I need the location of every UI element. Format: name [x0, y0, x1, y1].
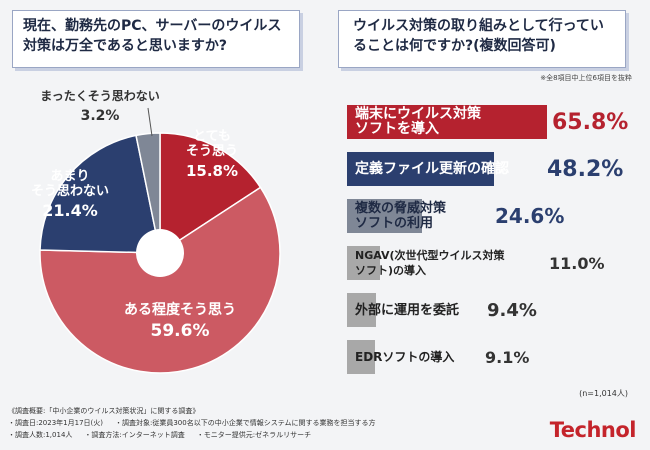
bar-value-label: 65.8%	[552, 109, 629, 135]
bar-chart-note: ※全8項目中上位6項目を抜粋	[540, 74, 632, 82]
bar-question-title: ウイルス対策の取り組みとして行っていることは何ですか?(複数回答可)	[338, 10, 626, 68]
pie-value-very-much: 15.8%	[186, 162, 238, 180]
bar-category-label: 定義ファイル更新の確認	[355, 160, 509, 177]
bar-value-label: 9.4%	[487, 299, 537, 321]
survey-date: ・調査日:2023年1月17日(火)	[8, 419, 103, 427]
bar-value-label: 9.1%	[485, 347, 530, 367]
bar-value-label: 11.0%	[549, 253, 605, 273]
bar-row: NGAV(次世代型ウイルス対策 ソフト)の導入 11.0%	[347, 246, 627, 280]
bar-value-label: 24.6%	[495, 204, 565, 228]
survey-monitor: ・モニター提供元:ゼネラルリサーチ	[196, 431, 312, 439]
bar-category-label: 外部に運用を委託	[355, 302, 460, 318]
bar-row: EDRソフトの導入 9.1%	[347, 340, 627, 374]
pie-label-not-much-0: あまり	[50, 169, 89, 184]
bar-value-label: 48.2%	[547, 156, 624, 182]
technol-logo: Technol	[549, 418, 637, 442]
survey-target: ・調査対象:従業員300名以下の中小企業で情報システムに関する業務を担当する方	[115, 419, 376, 427]
bar-category-label: 端末にウイルス対策 ソフトを導入	[355, 106, 481, 137]
bar	[347, 293, 376, 327]
survey-overview: 《調査概要:「中小企業のウイルス対策状況」に関する調査》 ・調査日:2023年1…	[8, 405, 376, 441]
bar-category-label: NGAV(次世代型ウイルス対策 ソフト)の導入	[355, 249, 505, 277]
pie-slice-not-at-all	[135, 132, 161, 254]
pie-question-title: 現在、勤務先のPC、サーバーのウイルス対策は万全であると思いますか?	[12, 10, 300, 68]
bar-row: 外部に運用を委託 9.4%	[347, 293, 627, 327]
survey-overview-title: 《調査概要:「中小企業のウイルス対策状況」に関する調査》	[8, 407, 200, 415]
bar-category-label: EDRソフトの導入	[355, 349, 455, 364]
bar-row: 定義ファイル更新の確認 48.2%	[347, 152, 627, 186]
bar	[347, 105, 547, 139]
sample-size-note: (n=1,014人)	[579, 389, 628, 398]
pie-slice-somewhat	[39, 186, 281, 374]
pie-label-not-much-1: そう思わない	[31, 184, 109, 199]
survey-method: ・調査方法:インターネット調査	[84, 431, 185, 439]
bar	[347, 340, 375, 374]
pie-label-very-much-1: そう思う	[186, 144, 238, 159]
pie-label-not-at-all-0: まったくそう思わない	[40, 89, 160, 103]
pie-label-very-much-0: とても	[193, 129, 231, 144]
bar	[347, 246, 381, 280]
pie-slice-very-much	[159, 132, 262, 255]
bar-category-label: 複数の脅威対策 ソフトの利用	[355, 201, 447, 231]
pie-center-hole	[136, 229, 184, 277]
pie-value-somewhat: 59.6%	[151, 321, 210, 341]
bar	[347, 199, 422, 233]
pie-value-not-at-all: 3.2%	[81, 108, 120, 124]
pie-leader-line	[147, 107, 153, 137]
pie-value-not-much: 21.4%	[42, 201, 98, 220]
survey-count: ・調査人数:1,014人	[8, 431, 73, 439]
bar-row: 複数の脅威対策 ソフトの利用 24.6%	[347, 199, 627, 233]
pie-slice-not-much	[39, 134, 161, 254]
pie-label-somewhat-0: ある程度そう思う	[124, 301, 236, 318]
bar	[347, 152, 494, 186]
bar-row: 端末にウイルス対策 ソフトを導入 65.8%	[347, 105, 629, 139]
